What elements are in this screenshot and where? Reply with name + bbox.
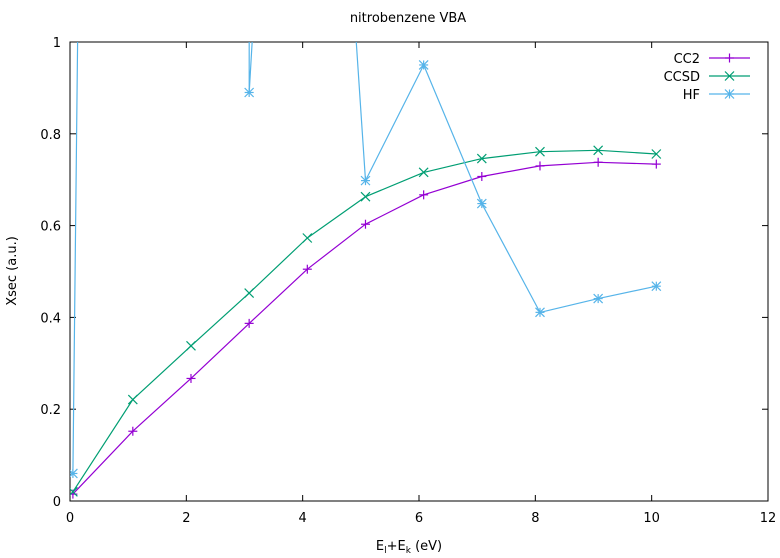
legend-label-ccsd: CCSD: [664, 70, 700, 85]
data-point-hf: [244, 87, 255, 98]
data-point-ccsd: [302, 233, 313, 243]
data-point-cc2: [244, 318, 254, 328]
series-group: [70, 42, 662, 499]
chart-title: nitrobenzene VBA: [350, 11, 466, 26]
data-point-hf: [70, 468, 78, 479]
y-tick-label: 0.4: [40, 311, 61, 326]
data-point-ccsd: [476, 153, 487, 164]
data-point-ccsd: [535, 146, 545, 157]
data-point-hf: [476, 198, 487, 209]
data-point-cc2: [128, 426, 138, 436]
legend-marker-cc2: [725, 53, 734, 63]
data-point-ccsd: [418, 167, 429, 178]
y-tick-label: 1: [53, 36, 61, 51]
data-point-cc2: [419, 190, 429, 200]
plot-frame: [69, 41, 769, 502]
x-tick-label: 8: [531, 511, 539, 526]
x-tick-label: 6: [415, 511, 423, 526]
axis-ticks: 0 2 4 6 8 10 12 0 0.2 0.4 0.6 0.8 1: [40, 36, 776, 526]
x-axis-label-base: E: [376, 539, 384, 554]
y-tick-label: 0.8: [40, 128, 61, 143]
data-point-hf: [360, 175, 371, 186]
x-axis-label-sub1: l: [384, 546, 387, 556]
data-point-hf: [593, 293, 604, 304]
data-point-ccsd: [593, 145, 604, 156]
x-axis-label-unit: (eV): [411, 539, 442, 554]
data-point-ccsd: [186, 340, 196, 351]
data-point-cc2: [651, 159, 661, 169]
legend-label-hf: HF: [683, 88, 700, 103]
x-axis-label-mid: +E: [387, 539, 406, 554]
legend-marker-ccsd: [724, 71, 735, 81]
y-tick-label: 0.2: [40, 403, 61, 418]
legend-label-cc2: CC2: [674, 52, 700, 67]
data-point-cc2: [535, 161, 545, 171]
data-point-cc2: [186, 373, 196, 383]
data-point-ccsd: [244, 288, 255, 298]
y-tick-label: 0: [53, 495, 61, 510]
data-point-ccsd: [70, 486, 78, 497]
x-tick-label: 10: [643, 511, 660, 526]
series-line-ccsd: [72, 149, 657, 493]
legend: CC2 CCSD HF: [664, 52, 750, 103]
legend-marker-hf: [724, 89, 735, 99]
x-axis-label-sub2: k: [406, 546, 412, 556]
data-point-cc2: [477, 171, 487, 181]
x-tick-label: 2: [182, 511, 190, 526]
x-axis-label: El+Ek (eV): [376, 539, 442, 556]
series-line-hf: [72, 42, 657, 474]
data-point-cc2: [593, 157, 603, 167]
data-point-cc2: [302, 264, 312, 274]
data-point-hf: [651, 281, 662, 292]
data-point-cc2: [360, 219, 370, 229]
y-tick-label: 0.6: [40, 220, 61, 235]
series-line-cc2: [72, 161, 657, 495]
x-tick-label: 0: [66, 511, 74, 526]
x-tick-label: 12: [760, 511, 777, 526]
data-point-ccsd: [360, 191, 371, 202]
data-point-ccsd: [651, 149, 662, 159]
data-point-ccsd: [127, 394, 138, 405]
x-tick-label: 4: [299, 511, 307, 526]
data-point-hf: [535, 307, 545, 318]
y-axis-label: Xsec (a.u.): [5, 236, 20, 306]
data-point-hf: [418, 60, 429, 70]
